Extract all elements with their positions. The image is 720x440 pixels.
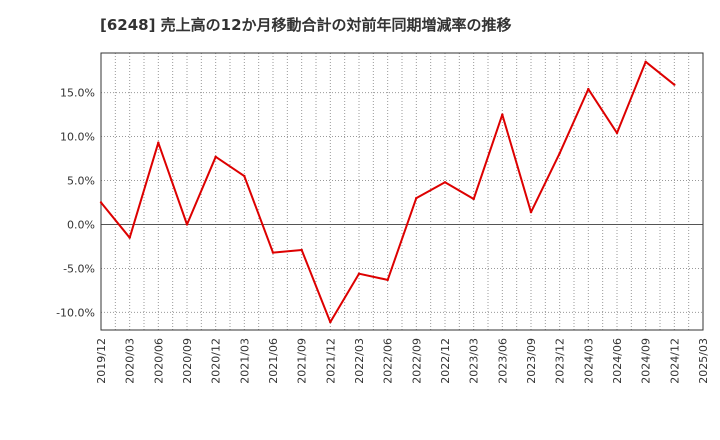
data-point [472, 197, 475, 201]
plot-frame [100, 52, 704, 331]
x-tick-label: 2020/06 [152, 338, 165, 384]
x-tick-label: 2020/12 [210, 338, 223, 384]
x-tick-label: 2023/09 [525, 338, 538, 384]
x-tick-label: 2022/09 [410, 338, 423, 384]
x-tick-label: 2022/06 [382, 338, 395, 384]
x-tick-label: 2021/12 [324, 338, 337, 384]
x-tick-label: 2025/03 [697, 338, 710, 384]
data-point [587, 87, 590, 91]
x-tick-label: 2021/03 [238, 338, 251, 384]
chart-title: [6248] 売上高の12か月移動合計の対前年同期増減率の推移 [100, 16, 512, 34]
x-tick-label: 2023/03 [468, 338, 481, 384]
data-point [386, 278, 389, 282]
data-point [644, 60, 647, 63]
y-tick-label: 0.0% [67, 218, 95, 231]
data-point [529, 210, 533, 214]
x-tick-label: 2021/09 [296, 338, 309, 384]
y-tick-label: -10.0% [56, 306, 95, 319]
data-point [157, 141, 160, 144]
data-point [673, 83, 676, 86]
grid-lines [100, 53, 704, 330]
y-tick-label: 15.0% [60, 87, 95, 100]
x-tick-label: 2019/12 [95, 338, 108, 384]
data-point [558, 152, 561, 155]
x-tick-label: 2024/09 [640, 338, 653, 384]
x-tick-label: 2024/06 [611, 338, 624, 384]
data-point [615, 131, 619, 135]
x-tick-label: 2021/06 [267, 338, 280, 384]
data-point [271, 251, 275, 254]
x-axis: 2019/12 2020/03 2020/06 2020/09 2020/12 2021/… [95, 338, 710, 384]
data-point [443, 181, 447, 184]
y-tick-label: -5.0% [63, 262, 95, 275]
data-point [243, 174, 246, 178]
x-tick-label: 2023/06 [496, 338, 509, 384]
data-point [501, 113, 504, 116]
y-tick-label: 10.0% [60, 131, 95, 144]
data-point [99, 201, 103, 204]
x-tick-label: 2022/03 [353, 338, 366, 384]
y-tick-label: 5.0% [67, 175, 95, 188]
x-tick-label: 2024/12 [668, 338, 681, 384]
x-tick-label: 2023/12 [554, 338, 567, 384]
x-tick-label: 2024/03 [582, 338, 595, 384]
data-point [185, 223, 189, 226]
y-axis: 15.0% 10.0% 5.0% 0.0% -5.0% -10.0% [56, 87, 95, 320]
data-point [128, 236, 131, 239]
data-point [214, 155, 217, 158]
data-point [357, 272, 361, 275]
data-point [329, 320, 332, 324]
data-point [415, 196, 418, 200]
plot-border [100, 52, 704, 331]
x-tick-label: 2022/12 [439, 338, 452, 384]
series-lines [99, 60, 676, 324]
x-tick-label: 2020/03 [124, 338, 137, 384]
x-tick-label: 2020/09 [181, 338, 194, 384]
data-point [300, 248, 303, 252]
